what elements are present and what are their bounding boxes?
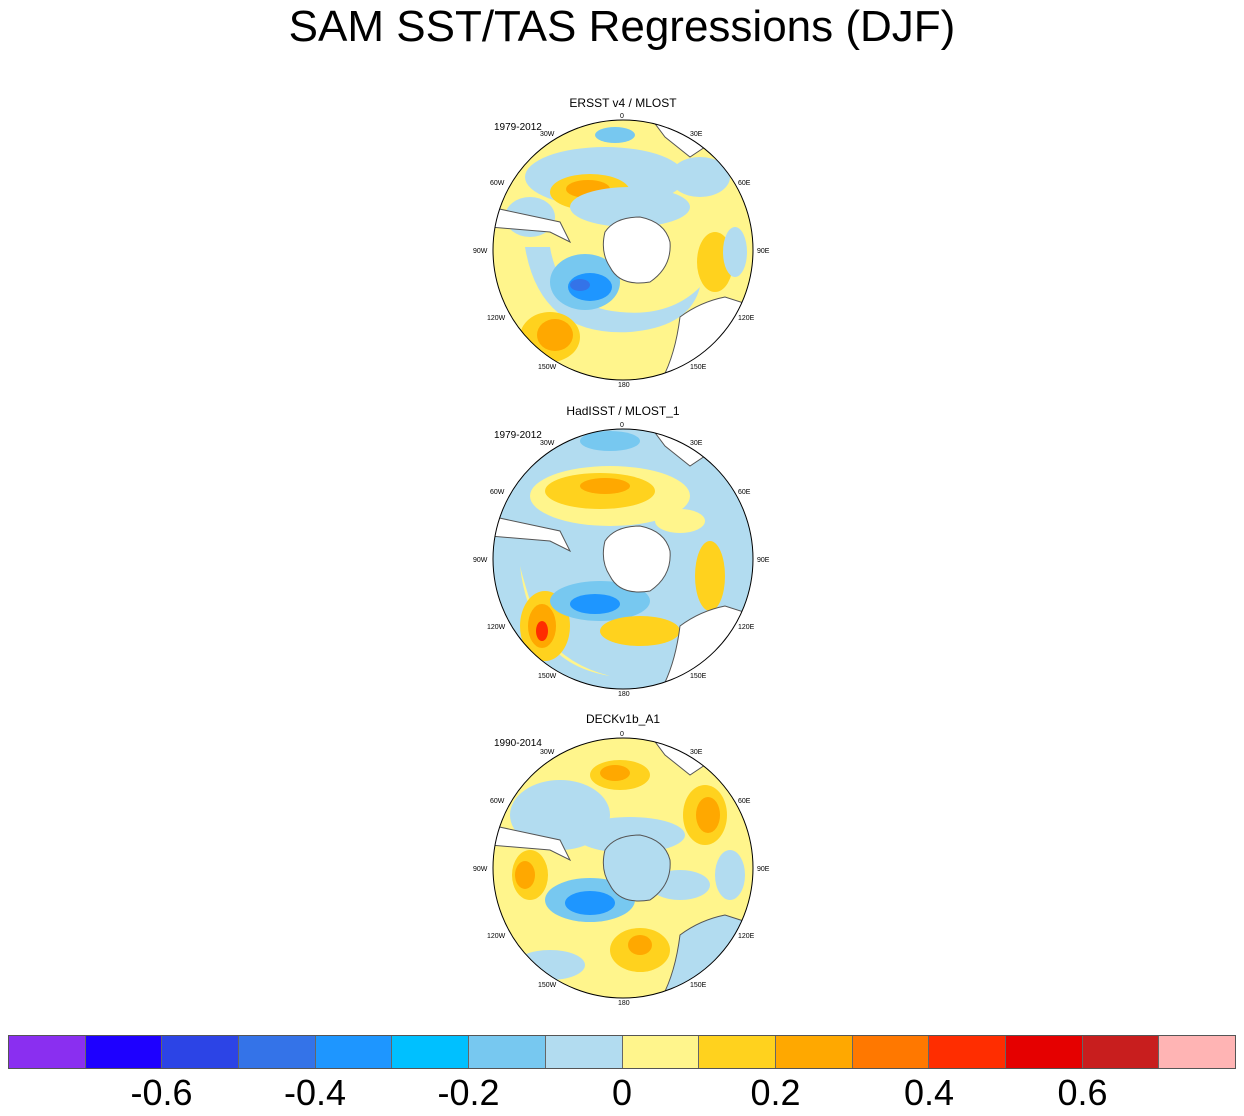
lon-label-90e: 90E bbox=[757, 557, 770, 564]
lon-label-60e: 60E bbox=[738, 489, 751, 496]
colorbar-swatch-14 bbox=[1082, 1036, 1160, 1068]
lon-label-60e: 60E bbox=[738, 798, 751, 805]
lon-label-0: 0 bbox=[620, 731, 624, 738]
colorbar-swatch-2 bbox=[162, 1036, 240, 1068]
lon-label-150w: 150W bbox=[538, 982, 557, 989]
lon-label-120e: 120E bbox=[738, 624, 755, 631]
colorbar-swatch-7 bbox=[545, 1036, 623, 1068]
lon-label-30w: 30W bbox=[540, 440, 555, 447]
colorbar-swatch-9 bbox=[699, 1036, 776, 1068]
lon-label-150w: 150W bbox=[538, 364, 557, 371]
colorbar-label: 0 bbox=[611, 1072, 633, 1113]
colorbar-label: 0.4 bbox=[903, 1072, 955, 1113]
lon-label-60w: 60W bbox=[490, 798, 505, 805]
lon-label-120e: 120E bbox=[738, 315, 755, 322]
lon-label-90e: 90E bbox=[757, 248, 770, 255]
lon-label-90w: 90W bbox=[473, 557, 488, 564]
colorbar-swatch-10 bbox=[775, 1036, 853, 1068]
colorbar-swatch-0 bbox=[9, 1036, 86, 1068]
lon-label-120w: 120W bbox=[487, 315, 506, 322]
panel-period-2: 1979-2012 bbox=[494, 430, 542, 441]
colorbar-label: 0.2 bbox=[750, 1072, 801, 1113]
lon-label-90w: 90W bbox=[473, 248, 488, 255]
colorbar-swatch-8 bbox=[622, 1036, 700, 1068]
lon-label-0: 0 bbox=[620, 113, 624, 120]
lon-label-180: 180 bbox=[618, 382, 630, 389]
lon-label-30e: 30E bbox=[690, 440, 703, 447]
lon-label-120e: 120E bbox=[738, 933, 755, 940]
colorbar-swatch-12 bbox=[929, 1036, 1006, 1068]
colorbar-swatch-13 bbox=[1005, 1036, 1083, 1068]
colorbar-swatch-6 bbox=[469, 1036, 546, 1068]
colorbar-label: -0.6 bbox=[130, 1072, 193, 1113]
colorbar-swatch-4 bbox=[315, 1036, 393, 1068]
panel-period-3: 1990-2014 bbox=[494, 738, 542, 749]
lon-label-150w: 150W bbox=[538, 673, 557, 680]
colorbar-swatch-5 bbox=[392, 1036, 470, 1068]
lon-label-120w: 120W bbox=[487, 624, 506, 631]
lon-label-30e: 30E bbox=[690, 749, 703, 756]
lon-label-150e: 150E bbox=[690, 982, 707, 989]
panel-title-2: HadISST / MLOST_1 bbox=[566, 404, 680, 418]
colorbar-label: -0.2 bbox=[437, 1072, 500, 1113]
colorbar-swatch-11 bbox=[852, 1036, 930, 1068]
lon-label-30w: 30W bbox=[540, 749, 555, 756]
lon-label-0: 0 bbox=[620, 422, 624, 429]
polar-map-3 bbox=[492, 737, 754, 999]
panel-title-1: ERSST v4 / MLOST bbox=[569, 96, 677, 110]
colorbar-label: -0.4 bbox=[283, 1072, 347, 1113]
lon-label-60w: 60W bbox=[490, 180, 505, 187]
polar-map-1 bbox=[492, 119, 754, 381]
lon-label-60e: 60E bbox=[738, 180, 751, 187]
lon-label-30w: 30W bbox=[540, 131, 555, 138]
lon-label-60w: 60W bbox=[490, 489, 505, 496]
lon-label-150e: 150E bbox=[690, 673, 707, 680]
lon-label-90w: 90W bbox=[473, 866, 488, 873]
lon-label-150e: 150E bbox=[690, 364, 707, 371]
colorbar-swatch-3 bbox=[239, 1036, 316, 1068]
colorbar bbox=[8, 1035, 1236, 1069]
colorbar-swatch-1 bbox=[85, 1036, 163, 1068]
lon-label-120w: 120W bbox=[487, 933, 506, 940]
lon-label-180: 180 bbox=[618, 691, 630, 698]
panel-period-1: 1979-2012 bbox=[494, 122, 542, 133]
lon-label-30e: 30E bbox=[690, 131, 703, 138]
figure-title: SAM SST/TAS Regressions (DJF) bbox=[288, 2, 956, 51]
lon-label-90e: 90E bbox=[757, 866, 770, 873]
colorbar-label: 0.6 bbox=[1057, 1072, 1108, 1113]
panel-title-3: DECKv1b_A1 bbox=[585, 712, 661, 726]
colorbar-swatch-15 bbox=[1159, 1036, 1235, 1068]
polar-map-2 bbox=[492, 428, 754, 690]
lon-label-180: 180 bbox=[618, 1000, 630, 1007]
